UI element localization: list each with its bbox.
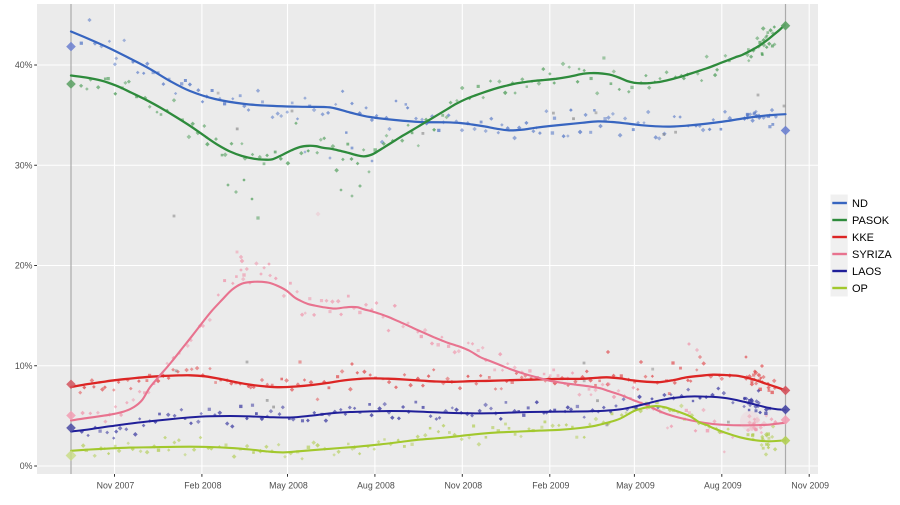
svg-text:Aug 2009: Aug 2009 [704,481,742,491]
svg-text:May 2009: May 2009 [616,481,655,491]
svg-text:30%: 30% [15,160,33,170]
svg-text:Nov 2007: Nov 2007 [97,481,135,491]
svg-text:10%: 10% [15,361,33,371]
svg-text:KKE: KKE [852,232,874,244]
svg-text:LAOS: LAOS [852,266,881,278]
svg-text:PASOK: PASOK [852,215,890,227]
svg-text:40%: 40% [15,60,33,70]
svg-text:SYRIZA: SYRIZA [852,249,892,261]
svg-text:20%: 20% [15,261,33,271]
svg-text:Feb 2008: Feb 2008 [184,481,221,491]
svg-text:OP: OP [852,283,868,295]
svg-text:Nov 2008: Nov 2008 [444,481,482,491]
svg-text:Aug 2008: Aug 2008 [357,481,395,491]
svg-text:Feb 2009: Feb 2009 [532,481,569,491]
svg-text:Nov 2009: Nov 2009 [791,481,829,491]
svg-text:ND: ND [852,198,868,210]
svg-text:May 2008: May 2008 [269,481,308,491]
svg-text:0%: 0% [20,461,33,471]
